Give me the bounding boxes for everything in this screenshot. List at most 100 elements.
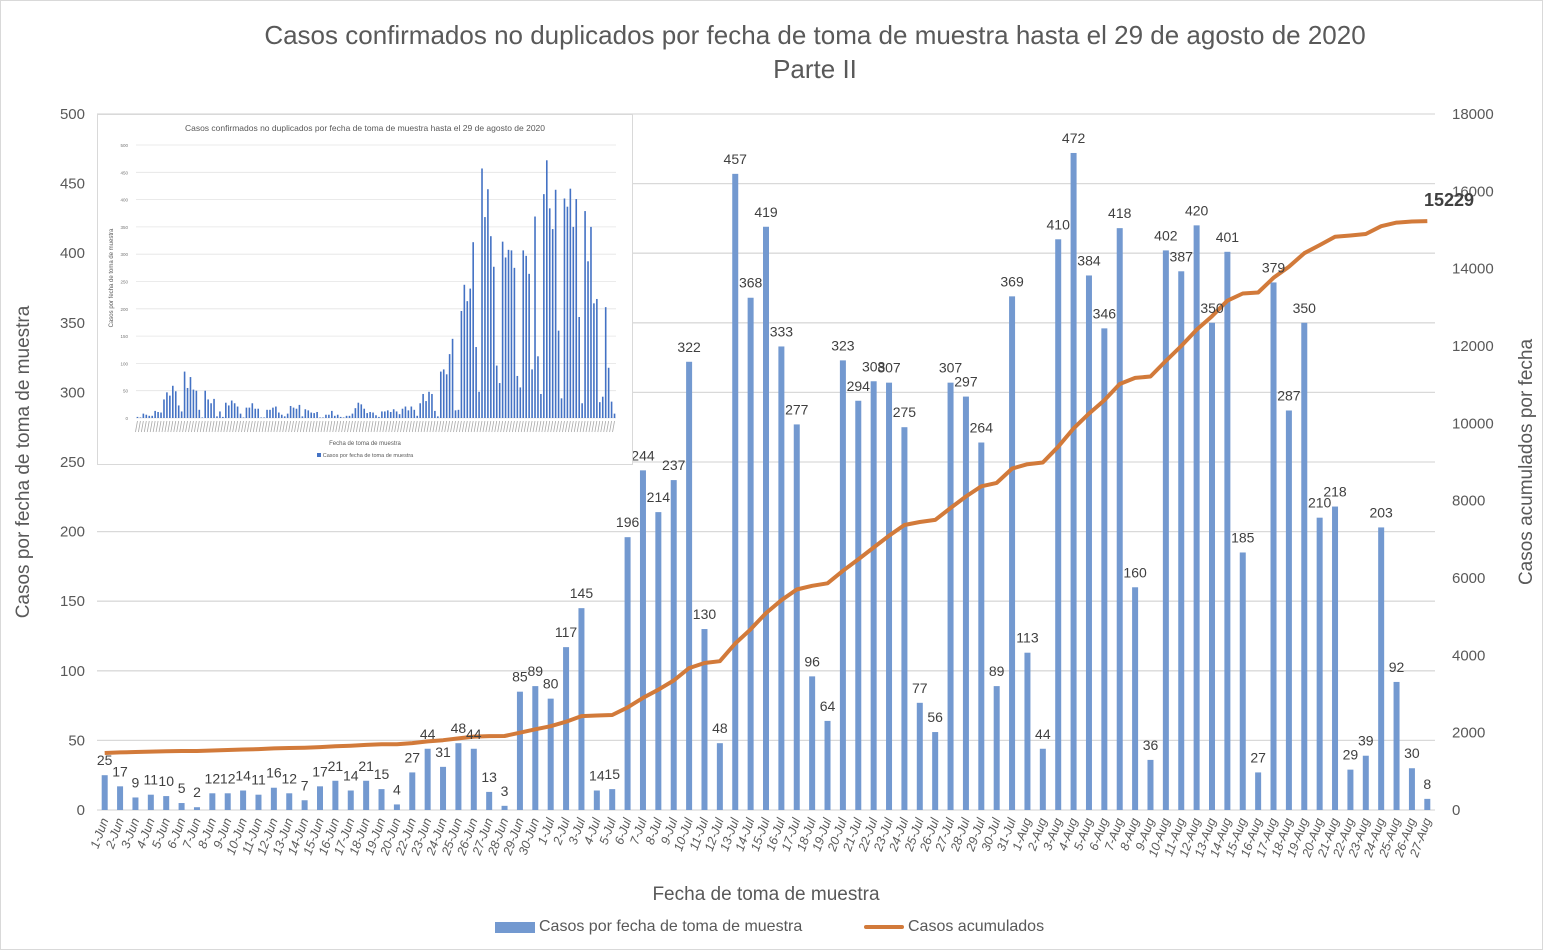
y2-tick-label: 6000 xyxy=(1452,570,1485,587)
bar xyxy=(347,790,354,810)
y2-tick-label: 0 xyxy=(1452,802,1460,819)
inset-x-tick-label xyxy=(355,420,359,433)
inset-x-tick-label xyxy=(438,420,442,433)
inset-bar xyxy=(607,367,610,418)
inset-bar xyxy=(219,411,221,418)
data-label: 12 xyxy=(220,770,236,786)
inset-bar xyxy=(372,412,374,418)
data-label: 21 xyxy=(358,758,374,774)
inset-x-tick-label xyxy=(408,420,412,433)
bar xyxy=(686,361,693,810)
bar xyxy=(701,629,708,810)
inset-x-tick-label xyxy=(405,420,409,433)
bar xyxy=(962,396,969,810)
data-label: 13 xyxy=(481,769,497,785)
bar xyxy=(163,796,170,810)
bar xyxy=(516,691,523,810)
inset-x-tick-label xyxy=(488,420,492,433)
y2-tick-label: 10000 xyxy=(1452,415,1494,432)
inset-x-tick-label xyxy=(459,420,462,433)
data-label: 333 xyxy=(770,323,794,339)
y2-tick-label: 14000 xyxy=(1452,261,1494,278)
inset-x-tick-label xyxy=(241,420,244,433)
inset-bar xyxy=(384,411,386,418)
inset-bar xyxy=(484,217,486,418)
data-label: 7 xyxy=(301,777,309,793)
bar xyxy=(563,647,570,810)
data-label: 31 xyxy=(435,744,451,760)
inset-x-tick-label xyxy=(158,420,162,433)
inset-x-tick-label xyxy=(199,420,203,433)
inset-x-tick-label xyxy=(238,420,241,433)
inset-x-tick-label xyxy=(514,420,518,433)
bar xyxy=(224,793,231,810)
bar xyxy=(809,676,816,810)
inset-bar xyxy=(463,284,466,418)
inset-bar xyxy=(283,416,286,418)
inset-x-tick-label xyxy=(453,420,456,433)
data-label: 14 xyxy=(589,768,605,784)
inset-x-tick-label xyxy=(570,420,574,433)
data-label: 12 xyxy=(205,770,221,786)
inset-x-tick-label xyxy=(573,420,577,433)
inset-x-tick-label xyxy=(447,420,451,433)
data-label: 21 xyxy=(328,758,344,774)
inset-bar xyxy=(454,410,457,418)
inset-x-tick-label xyxy=(294,420,297,433)
bar xyxy=(916,702,923,810)
data-label: 113 xyxy=(1016,630,1039,646)
bar xyxy=(363,780,370,810)
data-label: 185 xyxy=(1231,529,1255,545)
inset-x-tick-label xyxy=(609,420,612,433)
inset-bar xyxy=(557,330,560,418)
inset-bar xyxy=(490,236,492,418)
inset-x-tick-label xyxy=(394,420,398,433)
inset-bar xyxy=(307,410,310,418)
inset-bar xyxy=(392,409,395,418)
bar xyxy=(317,786,323,810)
inset-x-tick-label xyxy=(544,420,548,433)
bar xyxy=(1055,239,1062,810)
bar xyxy=(1147,759,1154,810)
data-label: 3 xyxy=(501,783,509,799)
data-label: 89 xyxy=(989,663,1005,679)
bar xyxy=(1270,282,1277,810)
inset-x-tick-label xyxy=(305,420,309,433)
inset-x-tick-label xyxy=(364,420,368,433)
data-label: 237 xyxy=(662,457,686,473)
data-label: 48 xyxy=(712,720,728,736)
data-label: 420 xyxy=(1185,202,1209,218)
y-axis-title: Casos por fecha de toma de muestra xyxy=(13,305,34,618)
inset-x-tick-label xyxy=(344,420,347,433)
inset-x-tick-label xyxy=(423,420,427,433)
bar xyxy=(1424,798,1431,810)
bar xyxy=(1408,768,1415,810)
inset-y-tick-label: 350 xyxy=(120,225,128,230)
data-label: 244 xyxy=(631,447,655,463)
inset-y-tick-label: 450 xyxy=(120,170,128,175)
inset-y-tick-label: 50 xyxy=(123,389,129,394)
inset-bar xyxy=(501,241,504,418)
data-label: 323 xyxy=(831,337,855,353)
chart-title-main: Casos confirmados no duplicados por fech… xyxy=(264,20,1366,50)
data-label: 14 xyxy=(343,768,359,784)
data-label: 30 xyxy=(1404,745,1420,761)
inset-x-tick-label xyxy=(414,420,418,433)
inset-bar xyxy=(213,398,215,418)
inset-bar xyxy=(351,413,354,418)
inset-bar xyxy=(545,160,548,418)
inset-legend: Casos por fecha de toma de muestra xyxy=(98,453,632,459)
inset-x-tick-label xyxy=(476,420,480,433)
inset-x-tick-label xyxy=(193,420,197,433)
data-label: 264 xyxy=(970,420,994,436)
data-label: 308 xyxy=(862,358,886,374)
inset-x-tick-label xyxy=(341,420,345,433)
left-axis-ticks: 0 50 100 150 200 250 300 350 400 450 500 xyxy=(60,106,85,819)
inset-x-tick-label xyxy=(176,420,180,433)
data-label: 25 xyxy=(97,752,113,768)
data-label: 117 xyxy=(555,624,578,640)
inset-x-tick-label xyxy=(403,420,406,433)
inset-x-tick-label xyxy=(191,420,194,433)
inset-x-tick-label xyxy=(500,420,504,433)
